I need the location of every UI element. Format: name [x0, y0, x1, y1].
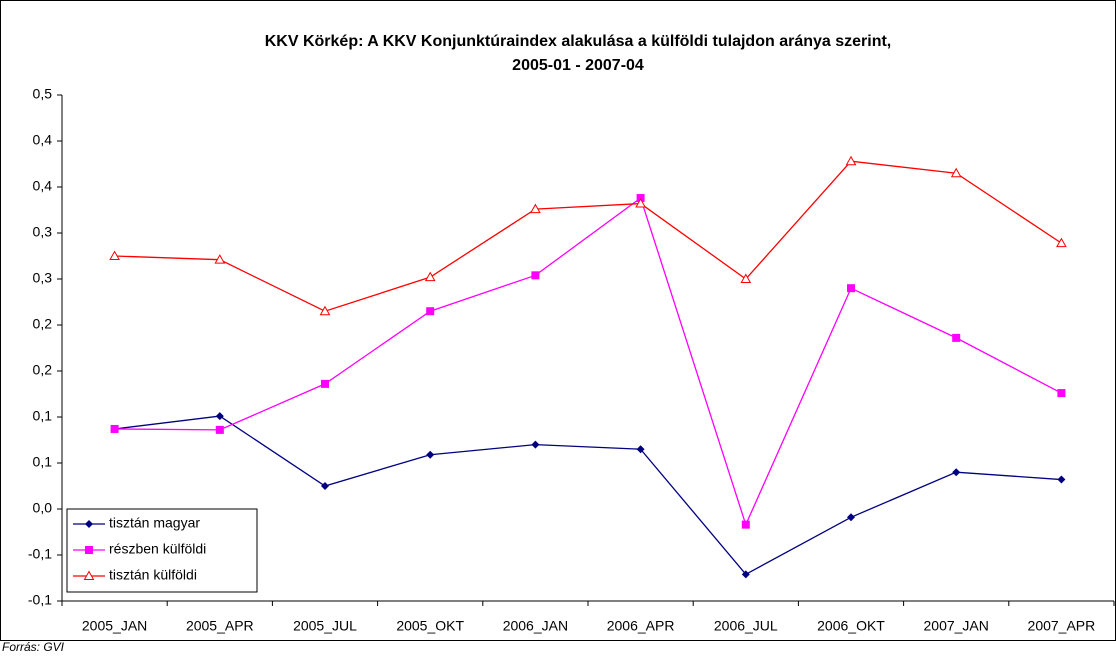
marker: [952, 468, 961, 477]
y-tick-label: 0,1: [33, 454, 53, 470]
series-line: [114, 160, 1062, 312]
marker: [321, 482, 329, 490]
x-tick-label: 2005_OKT: [396, 618, 464, 634]
x-tick-label: 2006_OKT: [817, 618, 885, 634]
y-tick-label: 0,5: [33, 86, 53, 102]
y-tick-label: 0,4: [33, 132, 53, 148]
marker: [85, 520, 93, 528]
x-tick-label: 2006_JAN: [503, 618, 568, 634]
marker: [109, 250, 120, 260]
marker: [636, 194, 645, 203]
marker: [1057, 389, 1066, 398]
marker: [1056, 237, 1067, 248]
marker: [531, 271, 540, 280]
x-tick-label: 2005_APR: [186, 618, 254, 634]
y-tick-label: 0,1: [33, 408, 53, 424]
marker: [321, 379, 329, 388]
marker: [215, 425, 224, 434]
marker: [635, 198, 646, 208]
x-tick-label: 2006_JUL: [714, 618, 778, 634]
y-tick-label: 0,4: [33, 178, 53, 194]
marker: [85, 546, 93, 554]
y-tick-label: 0,3: [33, 224, 53, 240]
marker: [636, 445, 645, 454]
x-tick-label: 2007_APR: [1028, 618, 1096, 634]
marker: [110, 424, 119, 433]
marker: [530, 203, 541, 214]
x-tick-label: 2005_JAN: [82, 618, 147, 634]
marker: [847, 513, 855, 522]
y-tick-label: -0,1: [28, 546, 52, 562]
legend-label: tisztán külföldi: [109, 567, 197, 583]
marker: [950, 167, 962, 178]
marker: [531, 440, 540, 449]
marker: [847, 284, 855, 293]
marker: [845, 155, 857, 166]
marker: [426, 450, 435, 459]
legend-label: tisztán magyar: [109, 515, 200, 531]
series-line: [114, 196, 1062, 527]
x-tick-label: 2007_JAN: [924, 618, 989, 634]
marker: [741, 570, 750, 579]
marker: [740, 273, 752, 283]
marker: [426, 307, 435, 316]
legend-label: részben külföldi: [109, 541, 206, 557]
y-tick-label: 0,0: [33, 500, 53, 516]
chart-title: 2005-01 - 2007-04: [512, 57, 644, 74]
chart-title: KKV Körkép: A KKV Konjunktúraindex alaku…: [265, 33, 892, 50]
marker: [952, 333, 961, 342]
y-tick-label: 0,2: [33, 316, 53, 332]
source: Forrás: GVI: [2, 640, 65, 654]
x-tick-label: 2006_APR: [607, 618, 675, 634]
x-tick-label: 2005_JUL: [293, 618, 357, 634]
marker: [424, 271, 436, 282]
marker: [215, 412, 224, 421]
marker: [214, 254, 226, 264]
y-tick-label: 0,3: [33, 270, 53, 286]
series-line: [114, 415, 1062, 576]
marker: [741, 520, 750, 529]
marker: [83, 570, 95, 580]
marker: [319, 305, 331, 316]
marker: [1057, 475, 1066, 484]
y-tick-label: 0,2: [33, 362, 53, 378]
y-tick-label: -0,1: [28, 592, 52, 608]
